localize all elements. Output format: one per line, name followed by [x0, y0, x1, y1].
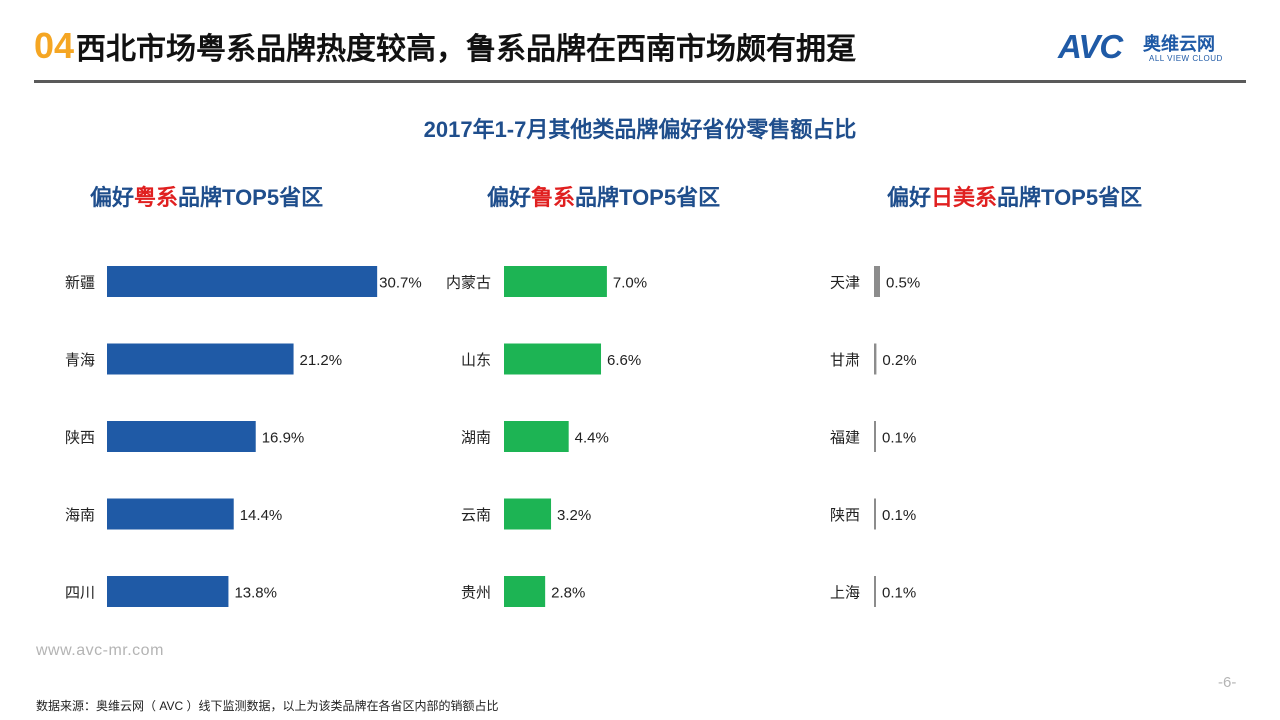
logo-en: ALL VIEW CLOUD [1149, 54, 1223, 63]
bar [874, 498, 876, 530]
panel-title-shandong: 偏好鲁系品牌TOP5省区 [487, 180, 720, 212]
category-label: 贵州 [461, 585, 491, 602]
panel-title-suffix: 品牌TOP5省区 [997, 185, 1143, 210]
value-label: 0.1% [882, 585, 916, 602]
bar [504, 343, 602, 375]
value-label: 0.1% [882, 507, 916, 524]
value-label: 0.2% [882, 352, 916, 369]
panel-title-suffix: 品牌TOP5省区 [178, 185, 324, 210]
page-number: -6- [1218, 674, 1237, 691]
bar [504, 421, 569, 452]
category-label: 陕西 [65, 430, 95, 447]
category-label: 陕西 [830, 507, 860, 524]
bar [874, 266, 880, 297]
category-label: 甘肃 [830, 352, 860, 369]
panel-title-highlight: 鲁系 [531, 185, 576, 210]
panel-title-cantonese: 偏好粤系品牌TOP5省区 [90, 180, 323, 212]
category-label: 新疆 [65, 275, 95, 292]
value-label: 16.9% [262, 430, 305, 447]
value-label: 7.0% [613, 275, 647, 292]
chart-title: 2017年1-7月其他类品牌偏好省份零售额占比 [423, 117, 857, 142]
bar [874, 343, 877, 375]
section-number: 04 [34, 25, 75, 66]
value-label: 0.1% [882, 430, 916, 447]
bar [107, 421, 256, 452]
value-label: 30.7% [379, 275, 422, 292]
bar [107, 343, 294, 375]
panel-title-prefix: 偏好 [887, 185, 932, 210]
bar [107, 266, 378, 297]
panel-title-prefix: 偏好 [487, 185, 532, 210]
value-label: 6.6% [607, 352, 641, 369]
category-label: 云南 [461, 507, 491, 524]
bar [504, 498, 552, 530]
panel-title-suffix: 品牌TOP5省区 [575, 185, 721, 210]
value-label: 3.2% [557, 507, 591, 524]
value-label: 4.4% [575, 430, 609, 447]
category-label: 海南 [65, 507, 95, 524]
bar [504, 576, 546, 607]
value-label: 0.5% [886, 275, 920, 292]
bar [874, 421, 876, 452]
value-label: 21.2% [300, 352, 343, 369]
value-label: 14.4% [240, 507, 283, 524]
panel-title-japan-us: 偏好日美系品牌TOP5省区 [887, 180, 1142, 212]
category-label: 四川 [65, 585, 95, 602]
category-label: 天津 [830, 275, 860, 292]
data-source-note: 数据来源：奥维云网（ AVC ）线下监测数据，以上为该类品牌在各省区内部的销额占… [36, 699, 499, 713]
bar [107, 576, 229, 607]
category-label: 山东 [461, 352, 491, 369]
value-label: 13.8% [234, 585, 277, 602]
page-title: 04 西北市场粤系品牌热度较高，鲁系品牌在西南市场颇有拥趸 [34, 20, 856, 72]
category-label: 上海 [830, 585, 860, 602]
bar-chart-3: 天津 0.5% 甘肃 0.2% 福建 0.1% 陕西 0.1% 上海 0.1% [830, 266, 920, 607]
bar-chart-2: 内蒙古 7.0% 山东 6.6% 湖南 4.4% 云南 3.2% 贵州 2.8% [446, 266, 647, 607]
headline: 西北市场粤系品牌热度较高，鲁系品牌在西南市场颇有拥趸 [76, 33, 857, 66]
logo-brand: AVC [1058, 28, 1123, 65]
category-label: 福建 [830, 430, 860, 447]
panel-title-highlight: 粤系 [134, 185, 179, 210]
bar [874, 576, 876, 607]
bar [504, 266, 607, 297]
avc-logo: AVC 奥维云网 ALL VIEW CLOUD [1058, 28, 1248, 68]
bar-chart-1: 新疆 30.7% 青海 21.2% 陕西 16.9% 海南 14.4% 四川 13.8% [65, 266, 422, 607]
value-label: 2.8% [551, 585, 585, 602]
bar [107, 498, 234, 530]
category-label: 湖南 [461, 430, 491, 447]
panel-title-highlight: 日美系 [931, 185, 998, 210]
logo-cn: 奥维云网 [1143, 34, 1215, 54]
category-label: 青海 [65, 352, 95, 369]
panel-title-prefix: 偏好 [90, 185, 135, 210]
header-divider [34, 80, 1246, 83]
footer-url: www.avc-mr.com [36, 642, 164, 659]
category-label: 内蒙古 [446, 275, 491, 292]
